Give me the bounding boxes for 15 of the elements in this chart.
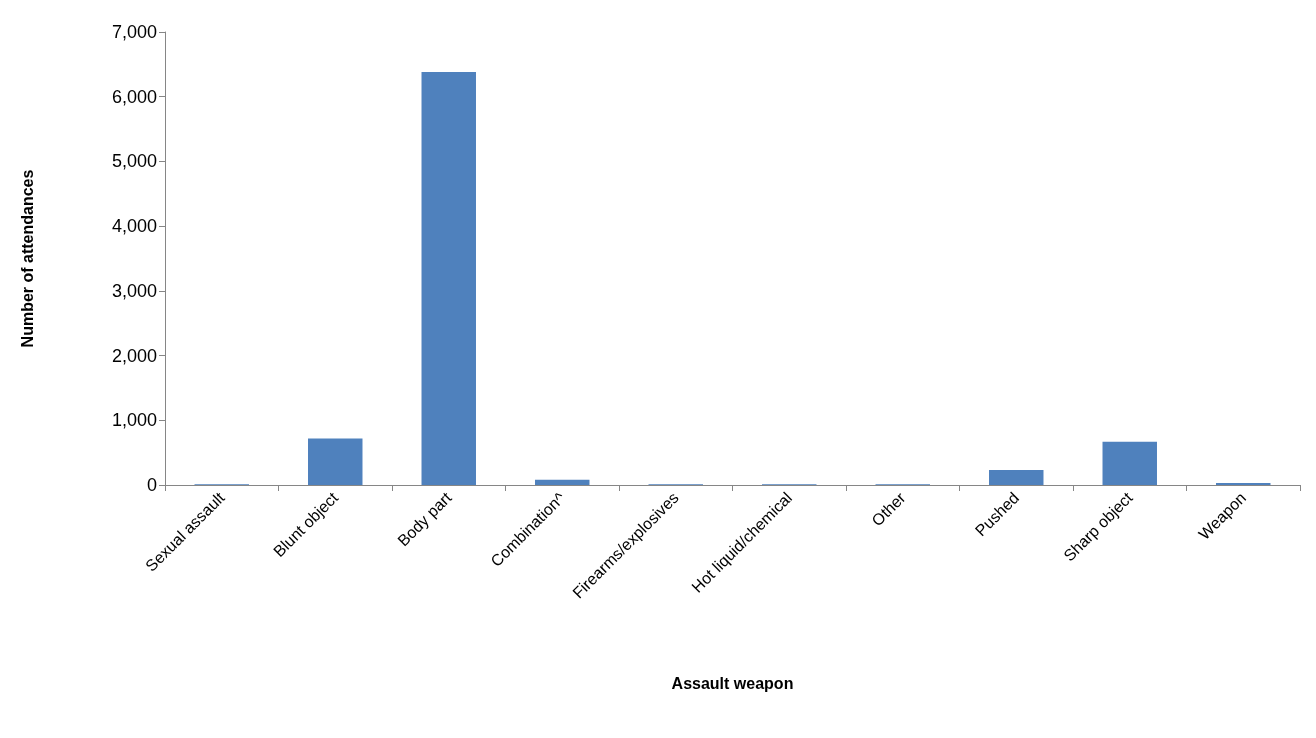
y-tick-label: 0 [146,475,157,495]
y-tick-label: 1,000 [111,410,157,431]
y-tick-label: 2,000 [111,345,157,366]
y-tick-label: 3,000 [111,280,157,301]
bar [421,72,476,485]
bar [308,438,363,485]
y-tick-label: 6,000 [111,86,157,107]
y-axis-title: Number of attendances [18,169,36,348]
bar [989,470,1044,485]
x-axis-title: Assault weapon [671,674,794,692]
bar [535,479,590,485]
y-tick-label: 7,000 [111,22,157,42]
bar [1102,441,1157,485]
y-tick-label: 4,000 [111,216,157,237]
y-tick-label: 5,000 [111,151,157,172]
